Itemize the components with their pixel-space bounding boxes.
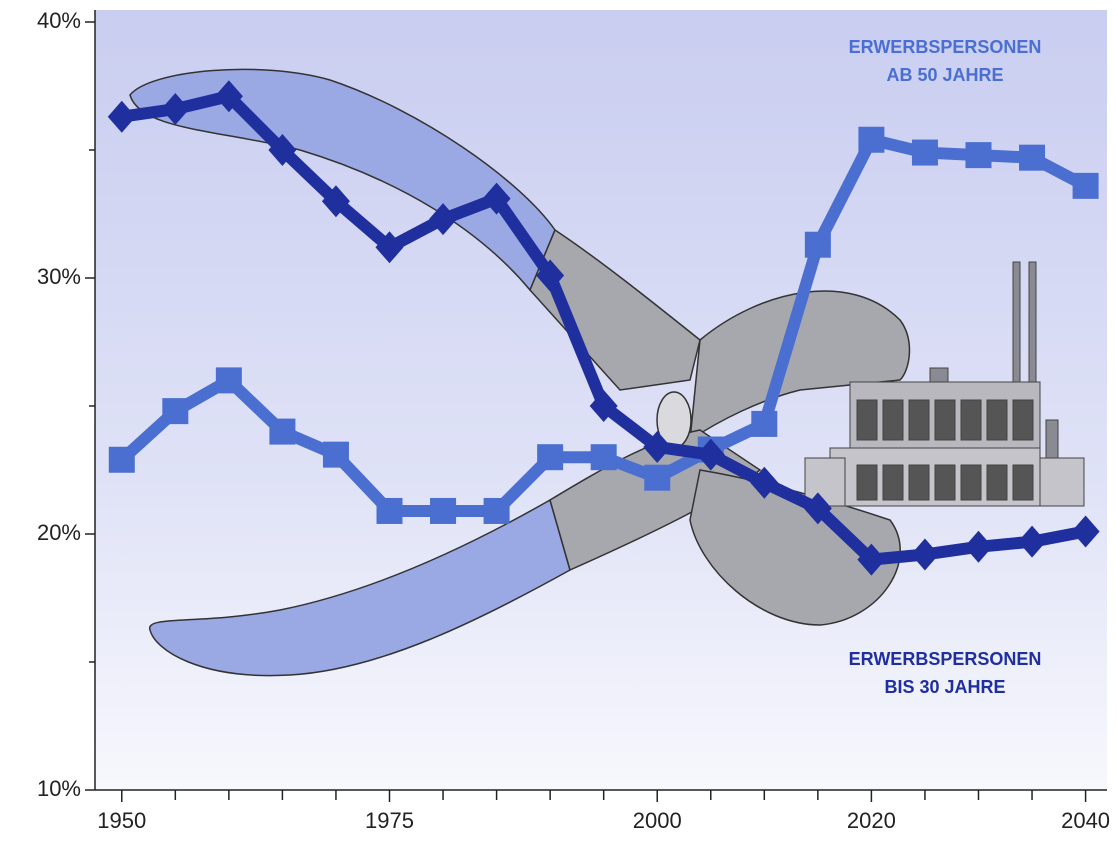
y-tick-label: 40% bbox=[37, 8, 81, 33]
diamond-marker bbox=[643, 430, 672, 463]
square-marker bbox=[108, 446, 135, 473]
square-marker bbox=[590, 444, 617, 471]
square-marker bbox=[965, 142, 992, 169]
diamond-marker bbox=[375, 231, 404, 264]
series-label: ERWERBSPERSONEN BIS 30 JAHRE bbox=[848, 649, 1042, 697]
series-label: ERWERBSPERSONEN AB 50 JAHRE bbox=[848, 37, 1042, 85]
diamond-marker bbox=[161, 93, 190, 126]
square-marker bbox=[537, 444, 564, 471]
diamond-marker bbox=[268, 134, 297, 166]
x-tick-label: 2040 bbox=[1061, 808, 1110, 833]
y-tick-label: 20% bbox=[37, 520, 81, 545]
square-marker bbox=[751, 410, 778, 437]
square-marker bbox=[858, 126, 885, 153]
square-marker bbox=[1019, 144, 1046, 171]
square-marker bbox=[804, 231, 831, 258]
y-tick-label: 10% bbox=[37, 776, 81, 801]
diamond-marker bbox=[214, 80, 243, 113]
pliers-illustration bbox=[129, 68, 911, 677]
diamond-marker bbox=[750, 466, 779, 499]
diamond-marker bbox=[107, 100, 136, 133]
x-tick-label: 1975 bbox=[365, 808, 414, 833]
diamond-marker bbox=[857, 543, 886, 576]
diamond-marker bbox=[536, 259, 565, 292]
x-tick-label: 1950 bbox=[97, 808, 146, 833]
square-marker bbox=[430, 497, 457, 524]
diamond-marker bbox=[803, 492, 832, 525]
diamond-marker bbox=[321, 185, 350, 218]
square-marker bbox=[644, 464, 671, 491]
x-tick-label: 2020 bbox=[847, 808, 896, 833]
diamond-marker bbox=[1018, 525, 1047, 558]
square-marker bbox=[269, 418, 296, 445]
square-marker bbox=[322, 441, 349, 468]
y-tick-label: 30% bbox=[37, 264, 81, 289]
square-marker bbox=[376, 497, 403, 524]
x-tick-label: 2000 bbox=[633, 808, 682, 833]
diamond-marker bbox=[1071, 515, 1100, 548]
square-marker bbox=[911, 139, 938, 166]
diamond-marker bbox=[589, 390, 618, 422]
square-marker bbox=[1072, 172, 1099, 199]
diamond-marker bbox=[964, 530, 993, 563]
diamond-marker bbox=[696, 438, 725, 471]
diamond-marker bbox=[910, 538, 939, 571]
diamond-marker bbox=[482, 182, 511, 215]
square-marker bbox=[215, 367, 242, 394]
square-marker bbox=[162, 398, 189, 425]
factory-illustration bbox=[804, 261, 1085, 507]
square-marker bbox=[483, 497, 510, 524]
diamond-marker bbox=[429, 203, 458, 236]
